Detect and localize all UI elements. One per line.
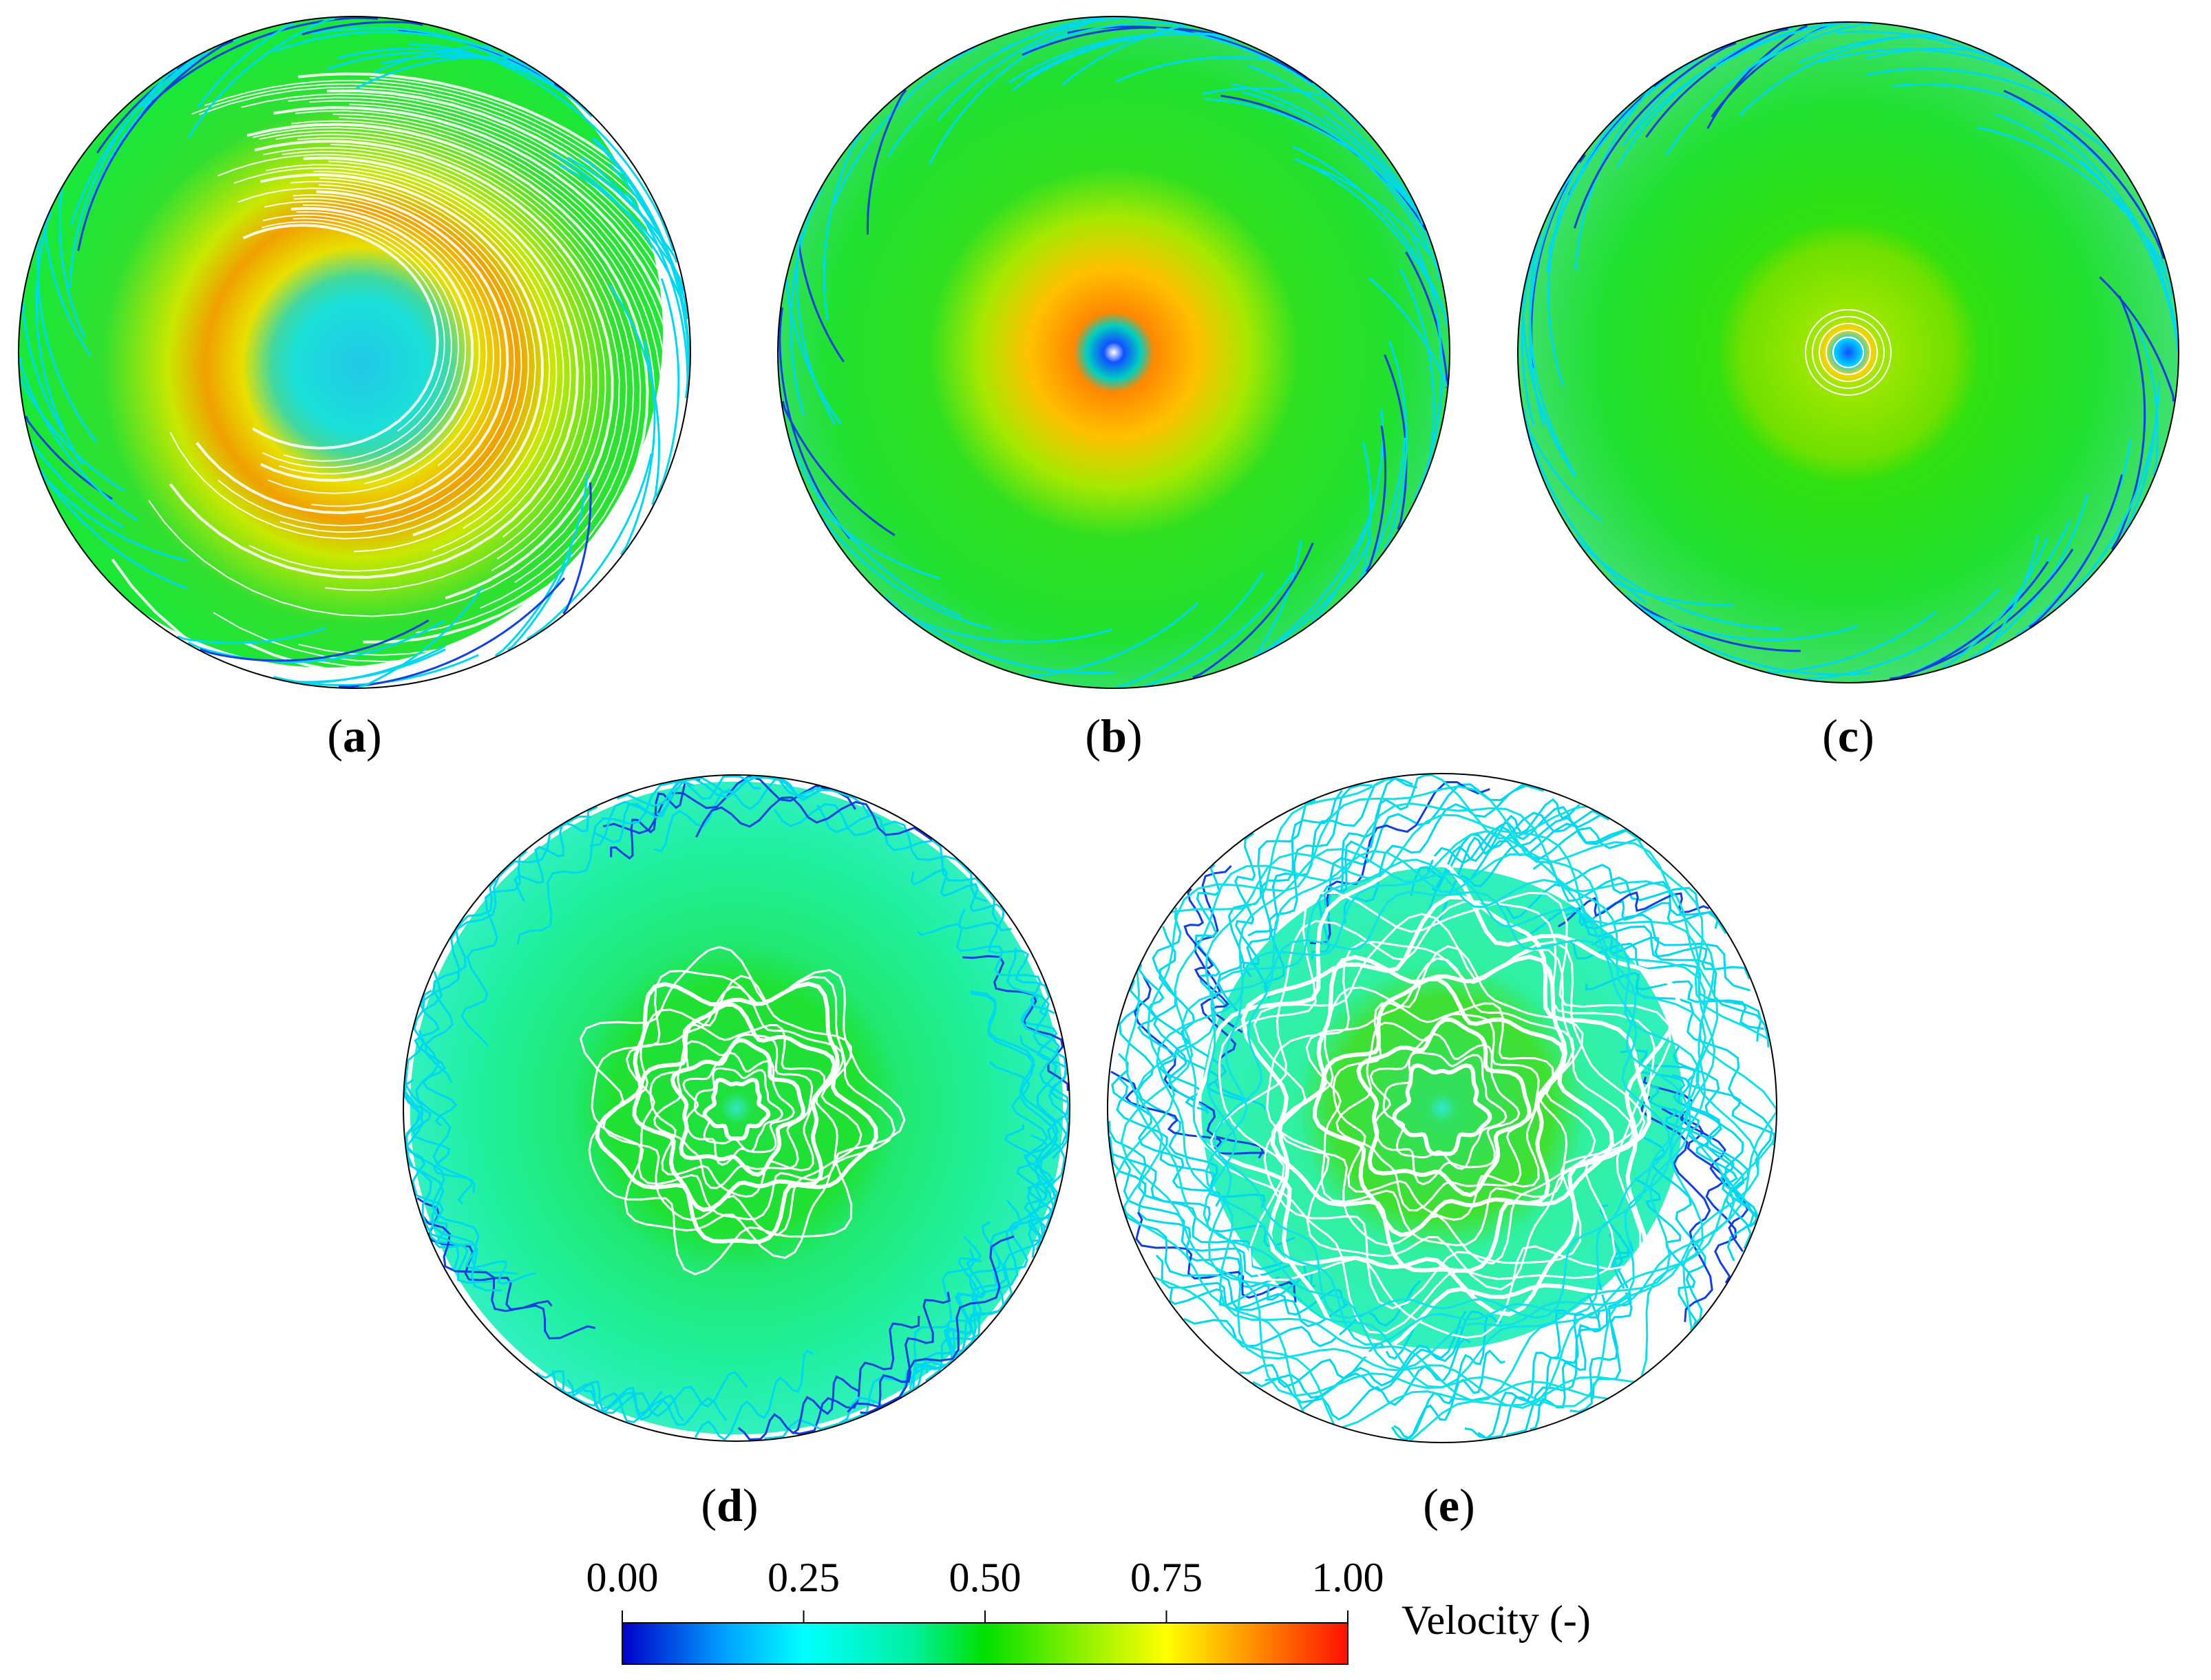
streamlines-a xyxy=(19,17,690,688)
velocity-field-c xyxy=(1518,22,2179,683)
panel-label-e: (e) xyxy=(1423,1479,1475,1531)
panel-label-b: (b) xyxy=(1085,710,1142,762)
panel-b: (b) xyxy=(777,16,1450,762)
colorbar-tick-label: 0.00 xyxy=(586,1555,659,1600)
streamlines-b xyxy=(779,17,1448,688)
streamlines-c xyxy=(1521,22,2179,681)
streamlines-d xyxy=(403,775,1070,1441)
panel-e: (e) xyxy=(1107,773,1777,1531)
colorbar-title: Velocity (-) xyxy=(1401,1597,1591,1643)
domain-outline-d xyxy=(403,774,1070,1442)
panel-c: (c) xyxy=(1517,21,2179,762)
colorbar: 0.00 0.25 0.50 0.75 1.00 Velocity (-) xyxy=(586,1555,1591,1665)
domain-outline-a xyxy=(18,16,691,689)
colorbar-tick-label: 1.00 xyxy=(1312,1555,1384,1600)
panel-a: (a) xyxy=(18,16,691,762)
panel-label-c: (c) xyxy=(1822,710,1874,762)
panel-d: (d) xyxy=(403,774,1070,1531)
colorbar-tick-label: 0.75 xyxy=(1130,1555,1203,1600)
domain-outline-c xyxy=(1517,21,2179,683)
colorbar-tick-label: 0.50 xyxy=(949,1555,1022,1600)
velocity-field-b xyxy=(778,17,1450,688)
panel-label-a: (a) xyxy=(327,710,381,762)
colorbar-tick-label: 0.25 xyxy=(768,1555,840,1600)
panel-label-d: (d) xyxy=(701,1479,758,1531)
colorbar-gradient xyxy=(622,1622,1348,1665)
velocity-field-d xyxy=(410,781,1064,1435)
domain-outline-b xyxy=(777,16,1450,689)
domain-outline-e xyxy=(1107,773,1777,1443)
streamlines-e xyxy=(1108,774,1777,1443)
